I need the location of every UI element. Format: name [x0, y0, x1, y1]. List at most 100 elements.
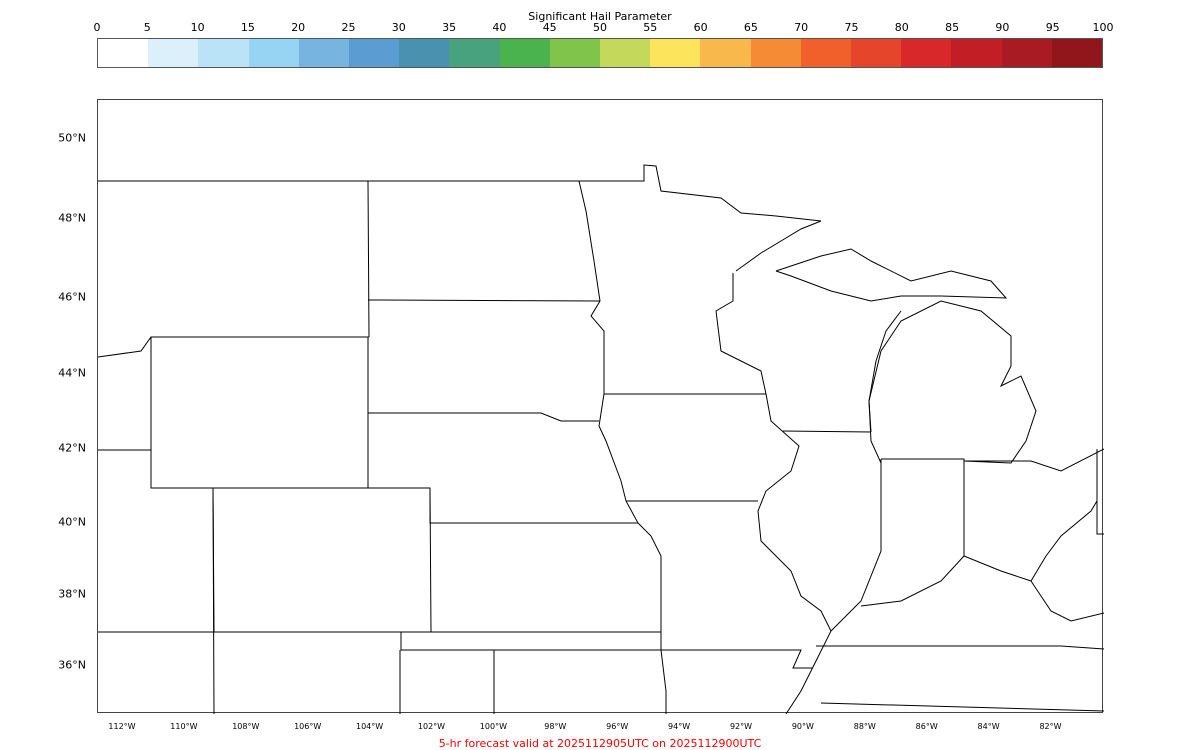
- colorbar-bin: [650, 39, 701, 67]
- colorbar-bin: [851, 39, 902, 67]
- ut-az: [212, 487, 215, 715]
- mn-wi: [715, 273, 767, 395]
- colorbar-bin: [549, 39, 601, 67]
- ok-ar: [660, 632, 667, 714]
- ks-mo: [637, 522, 662, 632]
- longitude-label: 86°W: [915, 722, 938, 731]
- wyoming: [150, 337, 369, 489]
- montana-east: [367, 180, 370, 338]
- colorbar-bin: [750, 39, 801, 67]
- colorbar-bin: [499, 39, 550, 67]
- colorbar-tick-label: 35: [442, 21, 457, 34]
- colorbar-tick-label: 30: [391, 21, 406, 34]
- colorbar-bin: [1051, 39, 1103, 67]
- longitude-label: 104°W: [356, 722, 384, 731]
- latitude-label: 38°N: [58, 587, 86, 601]
- tn-south: [820, 702, 1105, 712]
- colorbar-tick-label: 95: [1045, 21, 1060, 34]
- colorbar-bin: [248, 39, 299, 67]
- ne-ks: [429, 488, 638, 524]
- mississippi: [757, 393, 832, 715]
- longitude-label: 96°W: [606, 722, 629, 731]
- colorbar-tick-label: 10: [190, 21, 205, 34]
- longitude-label: 100°W: [479, 722, 507, 731]
- state-boundaries: [97, 164, 1105, 715]
- latitude-label: 44°N: [58, 366, 86, 380]
- colorbar-bin: [399, 39, 450, 67]
- colorbar-bin: [901, 39, 952, 67]
- canada-border: [98, 164, 822, 222]
- wi-il: [782, 430, 872, 433]
- colorbar-tick-label: 85: [945, 21, 960, 34]
- map-panel: [97, 99, 1105, 715]
- colorbar-tick-label: 60: [693, 21, 708, 34]
- colorbar-tick-label: 55: [643, 21, 658, 34]
- colorbar-bin: [800, 39, 852, 67]
- colorbar-bin: [198, 39, 249, 67]
- colorbar-tick-label: 50: [593, 21, 607, 34]
- in-mi-oh: [881, 458, 965, 556]
- colorbar-bin: [98, 39, 149, 67]
- forecast-valid-caption: 5-hr forecast valid at 2025112905UTC on …: [438, 737, 762, 750]
- colorbar-tick-label: 70: [794, 21, 809, 34]
- colorbar-title: Significant Hail Parameter: [528, 10, 672, 23]
- colorbar-tick-label: 5: [143, 21, 151, 34]
- colorbar-tick-label: 15: [240, 21, 255, 34]
- ia-west: [598, 393, 639, 524]
- latitude-label: 46°N: [58, 290, 86, 304]
- longitude-label: 112°W: [108, 722, 136, 731]
- nd-sd: [367, 299, 601, 302]
- colorado: [212, 487, 432, 633]
- nd-mn: [578, 180, 605, 394]
- colorbar: [97, 38, 1103, 68]
- ky-va: [1030, 580, 1105, 622]
- latitude-label: 36°N: [58, 658, 86, 672]
- longitude-label: 102°W: [417, 722, 446, 731]
- oh-east: [1096, 449, 1104, 535]
- longitude-label: 106°W: [294, 722, 322, 731]
- longitude-label: 90°W: [791, 722, 814, 731]
- colorbar-bin: [449, 39, 500, 67]
- colorbar-tick-label: 75: [844, 21, 859, 34]
- colorbar-tick-label: 90: [995, 21, 1010, 34]
- longitude-label: 108°W: [232, 722, 260, 731]
- oh-north: [964, 448, 1105, 472]
- longitude-label: 88°W: [853, 722, 876, 731]
- longitude-label: 82°W: [1039, 722, 1062, 731]
- colorbar-tick-label: 0: [93, 21, 101, 34]
- sd-ne: [368, 412, 599, 422]
- colorbar-tick-label: 65: [743, 21, 758, 34]
- colorbar-tick-label: 100: [1092, 21, 1114, 34]
- latitude-label: 50°N: [58, 131, 86, 145]
- colorbar-tick-label: 40: [492, 21, 507, 34]
- mo-ar: [661, 649, 813, 669]
- latitude-label: 48°N: [58, 211, 86, 225]
- longitude-label: 94°W: [668, 722, 691, 731]
- longitude-label: 110°W: [170, 722, 198, 731]
- idaho-montana: [97, 336, 369, 358]
- ohio-river: [860, 500, 1098, 607]
- lake-michigan-west: [868, 310, 902, 433]
- colorbar-bin: [148, 39, 199, 67]
- latitude-label: 40°N: [58, 515, 86, 529]
- colorbar-tick-label: 25: [341, 21, 356, 34]
- lake-superior-shore: [735, 220, 822, 272]
- colorbar-bin: [951, 39, 1002, 67]
- colorbar-tick-label: 20: [291, 21, 306, 34]
- mi-upper: [775, 248, 1008, 302]
- colorbar-bin: [600, 39, 651, 67]
- longitude-label: 92°W: [729, 722, 753, 731]
- mi-lower: [868, 300, 1037, 464]
- ky-tn: [816, 645, 1105, 650]
- colorbar-bin: [349, 39, 400, 67]
- colorbar-tick-label: 45: [542, 21, 557, 34]
- latitude-label: 42°N: [58, 441, 86, 455]
- longitude-label: 98°W: [544, 722, 567, 731]
- colorbar-bin: [298, 39, 350, 67]
- il-in: [830, 459, 882, 632]
- colorbar-bin: [1001, 39, 1052, 67]
- colorbar-bin: [700, 39, 751, 67]
- ok-panhandle: [400, 632, 661, 651]
- colorbar-tick-label: 80: [894, 21, 909, 34]
